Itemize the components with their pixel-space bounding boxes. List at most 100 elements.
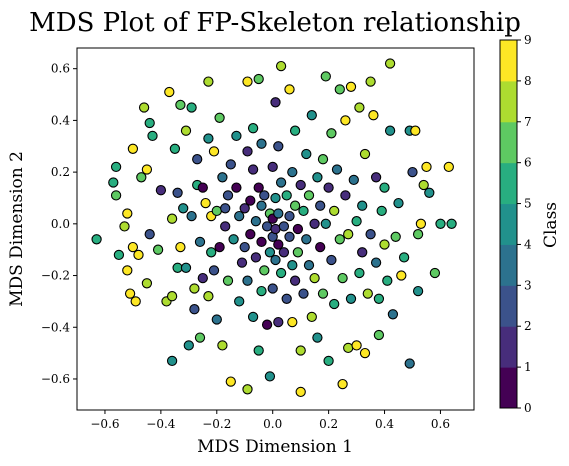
data-point — [287, 166, 298, 178]
x-tick-label: 0.6 — [431, 417, 450, 431]
data-point — [306, 311, 317, 323]
data-point — [365, 76, 376, 87]
data-point — [317, 154, 329, 165]
data-point — [362, 288, 373, 299]
data-point — [309, 218, 320, 229]
data-point — [292, 247, 304, 258]
data-point — [429, 267, 441, 279]
data-point — [110, 161, 122, 173]
data-point — [329, 298, 340, 310]
colorbar-tick-label: 2 — [524, 319, 532, 333]
data-point — [303, 190, 315, 201]
data-point — [284, 231, 295, 242]
data-point — [292, 223, 304, 235]
data-point — [124, 288, 136, 299]
data-point — [197, 182, 208, 193]
x-tick-label: 0.0 — [263, 417, 282, 431]
scatter-points — [91, 58, 457, 398]
data-point — [172, 262, 183, 273]
data-point — [127, 241, 139, 253]
data-point — [175, 99, 186, 111]
data-point — [225, 376, 236, 387]
data-point — [108, 177, 119, 188]
data-point — [175, 241, 186, 253]
x-axis-ticks: −0.6 −0.4 −0.2 0.0 0.2 0.4 0.6 — [90, 410, 450, 431]
data-point — [242, 275, 253, 286]
y-tick-label: 0.6 — [51, 62, 70, 76]
data-point — [275, 267, 287, 279]
data-point — [203, 133, 214, 144]
data-point — [194, 332, 206, 343]
data-point — [334, 84, 345, 95]
data-point — [424, 187, 435, 198]
data-point — [320, 218, 331, 229]
data-point — [256, 138, 267, 149]
colorbar-segment — [500, 121, 517, 164]
data-point — [144, 117, 155, 129]
data-point — [337, 272, 348, 284]
data-point — [359, 347, 371, 359]
data-point — [337, 378, 348, 390]
data-point — [295, 386, 306, 398]
data-point — [247, 311, 259, 323]
data-point — [183, 340, 194, 351]
data-point — [264, 371, 276, 382]
data-point — [222, 275, 234, 286]
data-point — [236, 257, 248, 268]
colorbar-segment — [500, 203, 517, 245]
data-point — [303, 260, 315, 271]
data-point — [301, 234, 312, 245]
data-point — [289, 125, 301, 136]
data-point — [253, 345, 264, 356]
x-tick-label: −0.4 — [146, 417, 176, 431]
data-point — [247, 123, 259, 134]
x-axis-label: MDS Dimension 1 — [197, 437, 353, 457]
data-point — [421, 161, 432, 173]
data-point — [220, 203, 231, 214]
data-point — [326, 254, 337, 266]
data-point — [155, 185, 167, 196]
data-point — [284, 210, 295, 222]
data-point — [384, 58, 396, 69]
data-point — [315, 241, 326, 253]
data-point — [122, 265, 133, 276]
data-point — [287, 316, 298, 328]
data-point — [407, 166, 418, 178]
x-tick-label: −0.2 — [202, 417, 231, 431]
data-point — [306, 110, 317, 121]
data-point — [211, 205, 222, 217]
data-point — [373, 293, 385, 304]
data-point — [270, 254, 281, 266]
data-point — [295, 179, 306, 191]
x-tick-label: 0.4 — [375, 417, 394, 431]
data-point — [357, 200, 368, 211]
data-point — [267, 283, 278, 294]
data-point — [91, 234, 102, 245]
data-point — [130, 296, 141, 307]
data-point — [247, 164, 259, 175]
data-point — [387, 309, 399, 320]
data-point — [147, 130, 158, 142]
data-point — [289, 200, 301, 211]
data-point — [384, 125, 396, 136]
data-point — [295, 345, 306, 356]
y-tick-label: 0.2 — [51, 165, 70, 179]
data-point — [264, 247, 276, 258]
data-point — [211, 314, 222, 325]
data-point — [357, 247, 368, 258]
data-point — [309, 272, 320, 284]
data-point — [365, 229, 376, 240]
data-point — [446, 218, 457, 229]
data-point — [166, 291, 178, 302]
data-point — [298, 288, 309, 299]
data-point — [354, 267, 365, 279]
colorbar-tick-label: 8 — [524, 74, 532, 88]
data-point — [220, 221, 231, 232]
data-point — [298, 205, 309, 217]
data-point — [169, 143, 181, 154]
data-point — [189, 304, 200, 315]
data-point — [225, 159, 236, 170]
data-point — [164, 86, 175, 98]
data-point — [231, 182, 242, 193]
data-point — [200, 197, 211, 209]
